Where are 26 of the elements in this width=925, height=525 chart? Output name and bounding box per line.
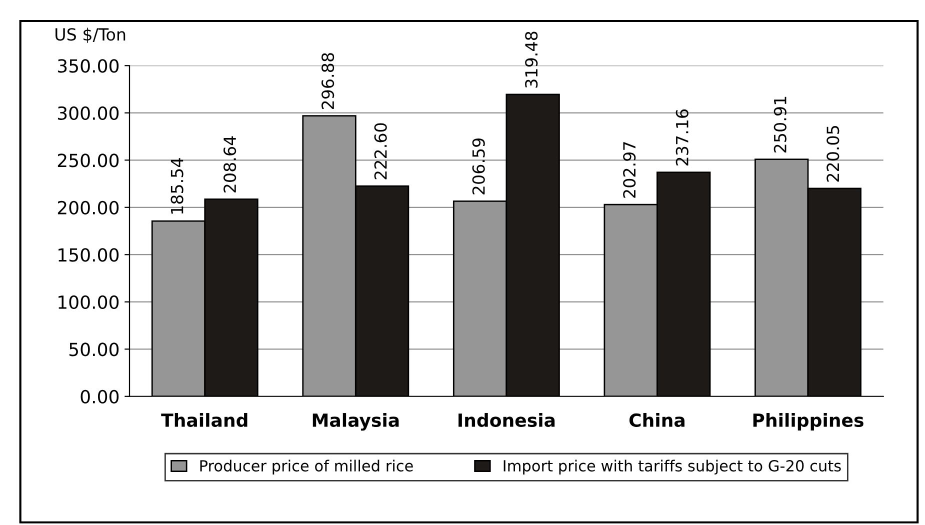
x-tick-label: Indonesia — [458, 413, 555, 428]
text: 185.54 — [170, 158, 184, 214]
y-tick-label: 200.00 — [58, 200, 119, 214]
text: 250.91 — [774, 96, 786, 152]
x-tick-label: China — [629, 413, 684, 428]
text: 220.05 — [826, 126, 840, 182]
y-tick-label: 100.00 — [58, 295, 119, 309]
text: 208.64 — [224, 136, 236, 192]
legend-label: Producer price of milled rice — [200, 460, 413, 475]
y-tick-label: 300.00 — [58, 106, 119, 120]
y-tick-label: 50.00 — [69, 342, 119, 356]
y-tick-label: 150.00 — [58, 248, 119, 262]
text: 206.59 — [472, 138, 485, 194]
text: 319.48 — [525, 32, 538, 88]
text: 202.97 — [623, 142, 636, 198]
y-axis-title: US $/Ton — [56, 28, 126, 43]
y-tick-label: 250.00 — [58, 154, 119, 168]
legend-label: Import price with tariffs subject to G-20 cuts — [504, 460, 841, 475]
x-tick-label: Philippines — [753, 413, 864, 431]
x-tick-label: Malaysia — [312, 413, 399, 431]
y-tick-label: 0.00 — [80, 390, 119, 404]
y-tick-label: 350.00 — [58, 59, 119, 73]
text: 222.60 — [374, 123, 387, 180]
text: 237.16 — [676, 109, 688, 166]
x-tick-label: Thailand — [161, 413, 248, 428]
text: 296.88 — [322, 53, 334, 110]
